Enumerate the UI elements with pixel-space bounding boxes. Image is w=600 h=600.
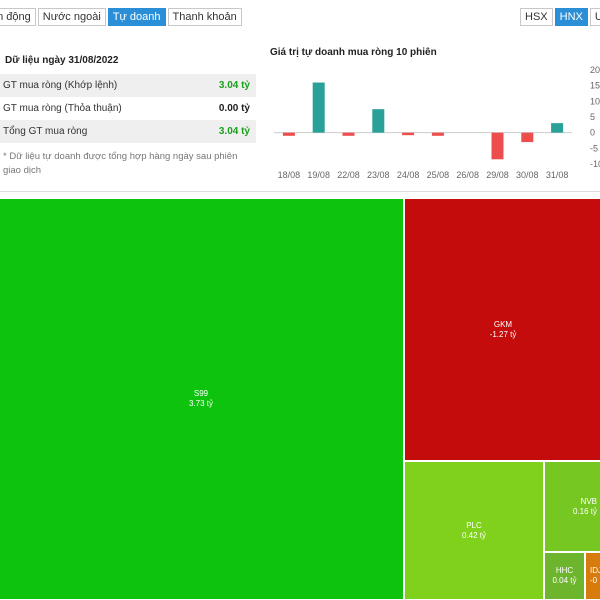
x-tick-label: 18/08 bbox=[278, 170, 301, 180]
chart-title: Giá trị tự doanh mua ròng 10 phiên bbox=[270, 47, 437, 58]
row-thoa-thuan: GT mua ròng (Thỏa thuận) 0.00 tỷ bbox=[0, 97, 256, 120]
exchange-hsx[interactable]: HSX bbox=[520, 8, 553, 26]
y-tick-label: 15 bbox=[590, 81, 600, 91]
footnote: * Dữ liệu tự doanh được tổng hợp hàng ng… bbox=[3, 151, 238, 176]
y-tick-label: 5 bbox=[590, 112, 595, 122]
cell-value: -0 bbox=[590, 576, 598, 585]
treemap-cell-plc[interactable]: PLC 0.42 tỷ bbox=[404, 461, 544, 600]
cell-symbol: S99 bbox=[193, 389, 209, 398]
cell-symbol: PLC bbox=[466, 520, 482, 530]
x-tick-label: 22/08 bbox=[337, 170, 360, 180]
chart-bar[interactable] bbox=[431, 132, 444, 136]
panel-title: Dữ liệu ngày 31/08/2022 bbox=[5, 55, 119, 66]
tab-bien-dong[interactable]: ến động bbox=[0, 8, 36, 26]
treemap-cell-s99[interactable]: S99 3.73 tỷ bbox=[0, 198, 404, 600]
treemap-cell-hhc[interactable]: HHC 0.04 tỷ bbox=[544, 552, 585, 600]
y-tick-label: 10 bbox=[590, 96, 600, 106]
row-value: 3.04 tỷ bbox=[218, 126, 250, 137]
cell-value: -1.27 tỷ bbox=[489, 329, 517, 339]
x-tick-label: 25/08 bbox=[427, 170, 450, 180]
y-tick-label: 0 bbox=[590, 128, 595, 138]
view-tabs: ến động Nước ngoài Tự doanh Thanh khoản bbox=[0, 8, 244, 26]
tab-thanh-khoan[interactable]: Thanh khoản bbox=[167, 8, 242, 26]
x-tick-label: 31/08 bbox=[546, 170, 569, 180]
cell-symbol: NVB bbox=[580, 496, 597, 506]
x-tick-label: 24/08 bbox=[397, 170, 420, 180]
row-value: 3.04 tỷ bbox=[218, 80, 250, 91]
y-tick-label: 20 bbox=[590, 65, 600, 75]
net-buy-bar-chart: 18/08 19/08 22/08 23/08 24/08 25/08 26/08 29/08… bbox=[274, 65, 600, 180]
row-value: 0.00 tỷ bbox=[218, 103, 250, 114]
cell-value: 0.42 tỷ bbox=[461, 530, 486, 540]
y-tick-label: -5 bbox=[590, 143, 598, 153]
row-label: GT mua ròng (Thỏa thuận) bbox=[3, 103, 122, 114]
tab-tu-doanh[interactable]: Tự doanh bbox=[107, 8, 166, 26]
cell-value: 0.16 tỷ bbox=[572, 506, 597, 516]
cell-symbol: GKM bbox=[493, 319, 513, 329]
x-tick-label: 19/08 bbox=[307, 170, 330, 180]
y-tick-label: -10 bbox=[590, 159, 600, 169]
x-tick-label: 26/08 bbox=[456, 170, 479, 180]
chart-bar[interactable] bbox=[551, 123, 564, 133]
treemap-cell-nvb[interactable]: NVB 0.16 tỷ bbox=[544, 461, 600, 552]
exchange-tabs: HSX HNX UPC bbox=[520, 8, 600, 26]
row-khop-lenh: GT mua ròng (Khớp lệnh) 3.04 tỷ bbox=[0, 74, 256, 97]
cell-symbol: IDJ bbox=[590, 566, 600, 575]
x-tick-label: 30/08 bbox=[516, 170, 539, 180]
section-divider bbox=[0, 191, 600, 192]
chart-bar[interactable] bbox=[491, 132, 504, 160]
chart-bar[interactable] bbox=[521, 132, 534, 143]
chart-bar[interactable] bbox=[312, 82, 325, 133]
exchange-hnx[interactable]: HNX bbox=[554, 8, 588, 26]
cell-value: 0.04 tỷ bbox=[552, 576, 577, 585]
x-tick-label: 23/08 bbox=[367, 170, 390, 180]
treemap-cell-idj[interactable]: IDJ-0 bbox=[585, 552, 600, 600]
chart-bar[interactable] bbox=[402, 132, 415, 136]
chart-bar[interactable] bbox=[372, 109, 385, 133]
row-label: Tổng GT mua ròng bbox=[3, 126, 88, 137]
tab-nuoc-ngoai[interactable]: Nước ngoài bbox=[37, 8, 106, 26]
cell-value: 3.73 tỷ bbox=[188, 399, 213, 408]
row-label: GT mua ròng (Khớp lệnh) bbox=[3, 80, 118, 91]
x-tick-label: 29/08 bbox=[486, 170, 509, 180]
cell-symbol: HHC bbox=[555, 566, 574, 575]
treemap-cell-gkm[interactable]: GKM -1.27 tỷ bbox=[404, 198, 600, 461]
chart-bar[interactable] bbox=[282, 132, 295, 136]
row-tong: Tổng GT mua ròng 3.04 tỷ bbox=[0, 120, 256, 143]
chart-bar[interactable] bbox=[342, 132, 355, 136]
exchange-upc[interactable]: UPC bbox=[589, 8, 600, 26]
